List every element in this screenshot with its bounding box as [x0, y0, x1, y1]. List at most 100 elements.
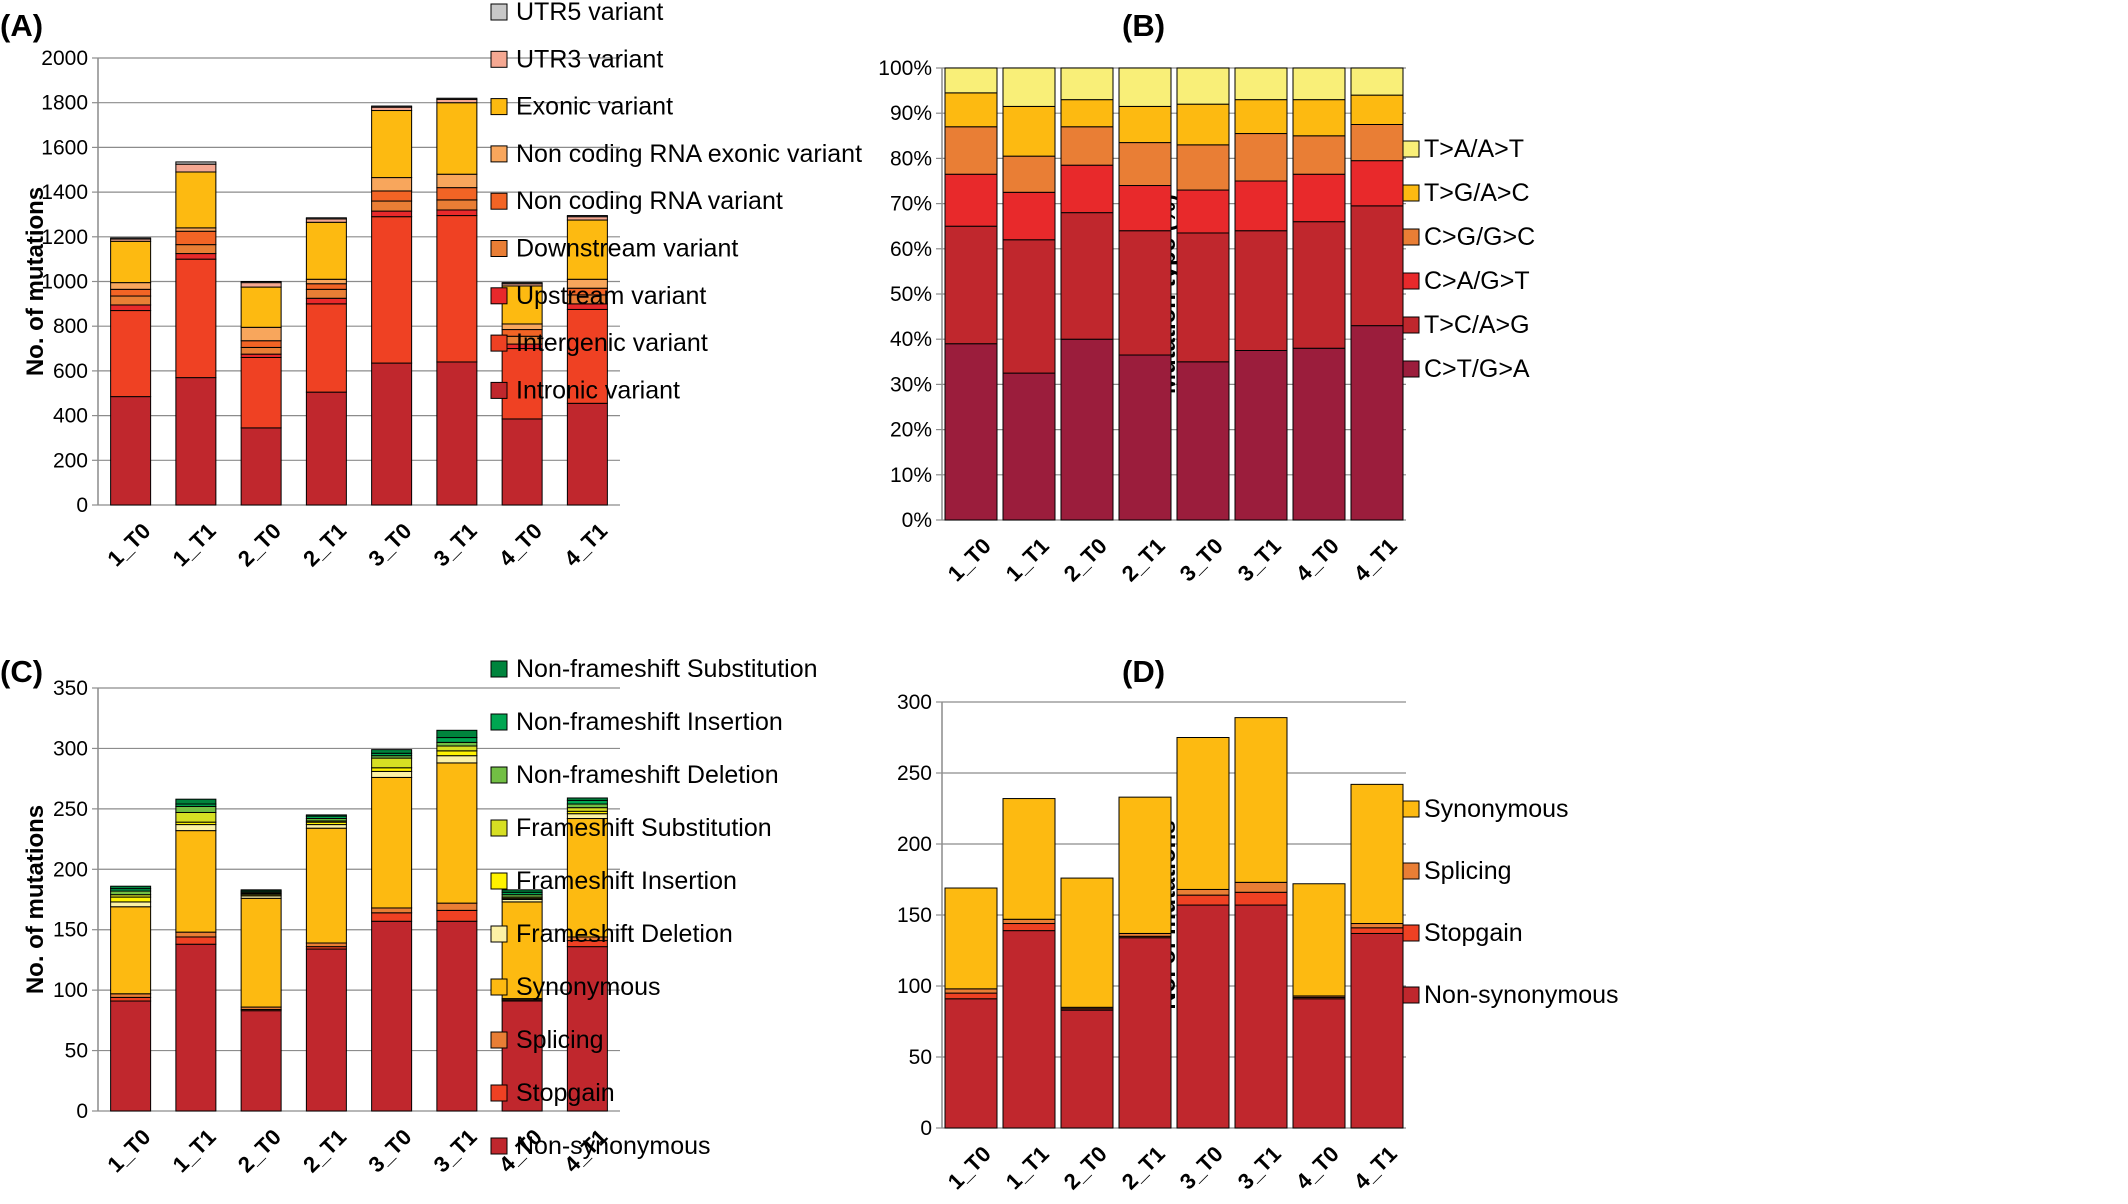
legend-swatch — [490, 819, 508, 837]
legend-label: UTR3 variant — [516, 45, 663, 73]
x-category-label: 1_T1 — [168, 518, 221, 571]
x-category-label: 1_T0 — [102, 518, 155, 571]
bar-segment — [175, 227, 217, 232]
bar-segment — [175, 824, 217, 832]
y-axis-title: No. of mutations — [22, 805, 49, 994]
legend-label: Intergenic variant — [516, 329, 708, 357]
bar-segment — [944, 887, 998, 990]
legend-swatch — [490, 50, 508, 68]
bar-segment — [110, 996, 152, 1002]
y-tick-label: 150 — [897, 904, 932, 927]
bar-segment — [1002, 918, 1056, 925]
y-tick-label: 800 — [53, 315, 88, 338]
bar-segment — [1234, 350, 1288, 521]
y-tick-label: 30% — [890, 373, 932, 396]
bar-segment — [436, 173, 478, 189]
bar-segment — [1002, 191, 1056, 241]
bar-segment — [1292, 67, 1346, 101]
bar-segment — [436, 102, 478, 175]
bar-segment — [501, 889, 543, 893]
y-tick-label: 300 — [53, 737, 88, 760]
bar-segment — [436, 902, 478, 911]
y-tick-label: 100% — [878, 57, 932, 80]
bar-segment — [110, 885, 152, 890]
legend-label: Non coding RNA exonic variant — [516, 140, 862, 168]
x-category-label: 1_T0 — [943, 533, 996, 586]
bar-segment — [371, 907, 413, 914]
bar-segment — [436, 737, 478, 743]
bar-segment — [436, 187, 478, 201]
bar-segment — [110, 304, 152, 312]
chart-c: 0 50 100 150 200 250 300 350 No. of mutations 1_T… — [22, 655, 818, 1177]
bar-segment — [944, 992, 998, 1000]
bar-segment — [1350, 325, 1404, 521]
bar-segment — [436, 755, 478, 764]
bar-segment — [305, 278, 347, 285]
bar-segment — [436, 729, 478, 739]
legend-swatch — [490, 766, 508, 784]
legend-swatch — [490, 1137, 508, 1155]
bar-segment — [110, 896, 152, 903]
legend-label: T>A/A>T — [1424, 135, 1524, 163]
bar-segment — [110, 310, 152, 398]
x-category-label: 3_T1 — [1233, 1141, 1286, 1194]
legend-swatch — [490, 240, 508, 257]
legend-swatch — [490, 925, 508, 943]
bar-segment — [305, 824, 347, 829]
bar-segment — [1176, 232, 1230, 363]
x-category-label: 1_T1 — [1001, 533, 1054, 586]
bar-segment — [175, 230, 217, 246]
bar-segment — [175, 258, 217, 379]
bar-segment — [944, 67, 998, 94]
legend-swatch — [490, 713, 508, 731]
chart-a: 0 200 400 600 800 1000 1200 1400 1600 1800 2000 No.… — [22, 0, 862, 571]
legend-label: Splicing — [1424, 857, 1512, 885]
bar-segment — [1234, 891, 1288, 906]
y-tick-label: 50 — [65, 1040, 88, 1063]
bar-segment — [1002, 372, 1056, 521]
bar-segment — [175, 798, 217, 805]
bar-segment — [944, 92, 998, 128]
bar-segment — [371, 920, 413, 1112]
legend-label: Exonic variant — [516, 93, 673, 121]
bar-segment — [1060, 164, 1114, 214]
bar-segment — [1118, 230, 1172, 356]
bar-segment — [1234, 99, 1288, 135]
legend-label: Frameshift Insertion — [516, 867, 737, 895]
legend-label: C>G/G>C — [1424, 223, 1535, 251]
bar-segment — [1176, 67, 1230, 105]
bar-segment — [436, 745, 478, 752]
bar-segment — [305, 942, 347, 948]
bar-segment — [240, 286, 282, 328]
y-tick-label: 0 — [920, 1117, 932, 1140]
bar-segment — [240, 282, 282, 288]
bar-segment — [944, 343, 998, 521]
bar-segment — [1060, 212, 1114, 340]
bar-segment — [305, 218, 347, 223]
bar-segment — [371, 106, 413, 112]
bar-segment — [1292, 173, 1346, 223]
bar-segment — [1060, 67, 1114, 101]
bar-segment — [1176, 904, 1230, 1129]
legend-swatch — [1402, 272, 1420, 290]
bar-segment — [175, 244, 217, 255]
y-tick-label: 250 — [53, 798, 88, 821]
bar-segment — [1292, 998, 1346, 1129]
legend-label: Stopgain — [516, 1079, 615, 1107]
bar-segment — [1060, 99, 1114, 128]
bar-segment — [1118, 185, 1172, 232]
x-category-label: 4_T0 — [494, 518, 547, 571]
bar-segment — [1350, 923, 1404, 929]
legend-label: Non-frameshift Insertion — [516, 708, 783, 736]
bar-segment — [1234, 717, 1288, 883]
legend-swatch — [490, 978, 508, 996]
bar-segment — [371, 757, 413, 769]
bar-segment — [566, 803, 608, 809]
bar-segment — [1118, 354, 1172, 521]
legend-label: C>T/G>A — [1424, 355, 1530, 383]
legend-swatch — [490, 1031, 508, 1049]
bar-segment — [1234, 180, 1288, 232]
bar-segment — [1292, 883, 1346, 997]
charts-group: 0200400600800100012001400160018002000No.… — [22, 0, 1619, 1194]
